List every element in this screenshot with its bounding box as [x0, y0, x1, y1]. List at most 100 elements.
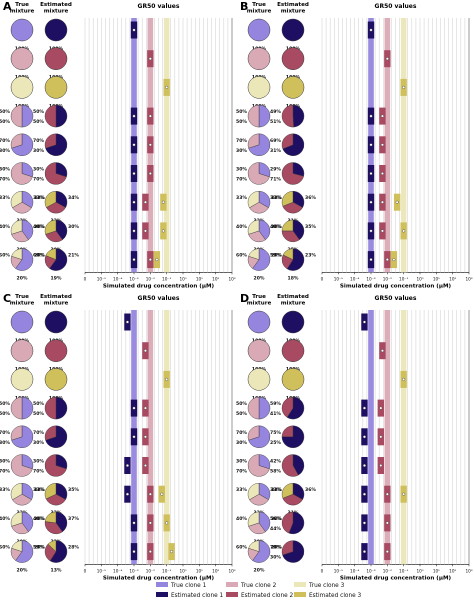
- x-tick-label: 10⁻⁵: [334, 568, 344, 573]
- estimated-mixture-pie: [44, 511, 68, 535]
- pie-label: 20%: [254, 276, 265, 282]
- pie-slice: [248, 133, 271, 156]
- pie-label: 30%: [271, 224, 282, 230]
- pie-slice: [281, 190, 294, 207]
- pie-label: 30%: [270, 555, 281, 561]
- x-tick-label: 10²: [212, 276, 219, 281]
- estimated-mixture-pie: [281, 540, 305, 563]
- estimated-gr50-point: [385, 550, 389, 554]
- estimated-gr50-point: [362, 320, 366, 324]
- estimated-mixture-pie: [281, 47, 305, 70]
- x-tick-label: 10⁻²: [383, 568, 393, 573]
- table-row: 33%33%33%33%36%31%: [236, 190, 401, 224]
- pie-label: 30%: [0, 167, 10, 173]
- pie-slice: [288, 511, 305, 535]
- x-tick-label: 10³: [465, 568, 472, 573]
- pie-slice: [10, 511, 23, 527]
- pie-label: 13%: [51, 568, 62, 574]
- table-row: 60% 20%20%59% 23%18%: [236, 248, 398, 282]
- pie-label: 60%: [0, 545, 10, 551]
- estimated-gr50-point: [143, 406, 147, 410]
- estimated-gr50-point: [380, 114, 384, 118]
- table-row: 50% 50% 49% 51%: [236, 104, 386, 128]
- estimated-gr50-point: [369, 200, 373, 204]
- true-gr50-band-2: [147, 310, 154, 565]
- pie-label: 75%: [270, 430, 281, 436]
- x-tick-label: 0: [84, 276, 87, 281]
- true-mixture-pie: [247, 47, 271, 70]
- table-row: 100%100%: [10, 18, 138, 52]
- table-row: 30% 70% 42% 58%: [236, 454, 384, 477]
- estimated-gr50-point: [369, 258, 373, 262]
- pie-label: 30%: [0, 148, 10, 154]
- estimated-mixture-pie: [44, 454, 68, 477]
- pie-slice: [247, 511, 260, 527]
- estimated-gr50-point: [148, 521, 152, 525]
- pie-slice: [15, 248, 34, 271]
- estimated-gr50-point: [148, 171, 152, 175]
- pie-label: 30%: [0, 440, 10, 446]
- pie-label: 33%: [0, 195, 10, 201]
- x-tick-label: 10⁻²: [146, 568, 156, 573]
- estimated-gr50-point: [143, 435, 147, 439]
- x-tick-label: 10⁻¹: [399, 276, 409, 281]
- pie-label: 70%: [33, 177, 44, 183]
- panel-letter: B: [240, 0, 248, 13]
- true-mixture-pie: [247, 482, 271, 506]
- true-mixture-pie: [247, 18, 271, 42]
- estimated-gr50-point: [380, 171, 384, 175]
- pie-slice: [11, 425, 34, 448]
- pie-label: 28%: [68, 545, 79, 551]
- estimated-gr50-point: [125, 320, 129, 324]
- x-tick-label: 0: [321, 568, 324, 573]
- pie-slice: [292, 190, 305, 208]
- legend-label: True clone 2: [240, 583, 277, 589]
- pie-label: 31%: [270, 148, 281, 154]
- pie-label: 25%: [270, 440, 281, 446]
- true-gr50-band-1: [368, 310, 374, 565]
- x-tick-label: 10⁰: [179, 276, 186, 281]
- pie-slice: [55, 482, 68, 500]
- pie-slice: [55, 511, 68, 533]
- pie-slice: [281, 396, 294, 418]
- estimated-gr50-point: [161, 229, 165, 233]
- pie-label: 50%: [33, 119, 44, 125]
- pie-slice: [44, 310, 68, 334]
- panel-letter: A: [3, 0, 12, 13]
- x-tick-label: 0: [321, 276, 324, 281]
- pie-slice: [281, 104, 294, 128]
- pie-slice: [247, 425, 260, 441]
- x-tick-label: 10⁻⁵: [97, 276, 107, 281]
- pie-slice: [249, 493, 269, 506]
- pie-slice: [247, 219, 260, 235]
- true-mixture-header: True mixture: [247, 2, 272, 15]
- estimated-mixture-pie: [281, 162, 305, 185]
- estimated-gr50-point: [143, 200, 147, 204]
- true-mixture-pie: [10, 133, 34, 156]
- pie-slice: [247, 104, 260, 128]
- pie-label: 30%: [236, 440, 247, 446]
- pie-label: 50%: [0, 119, 10, 125]
- legend: True clone 1 True clone 2 True clone 3 Esti…: [156, 582, 362, 599]
- pie-slice: [248, 540, 260, 552]
- pie-slice: [55, 396, 68, 420]
- x-axis-label: Simulated drug concentration (μM): [103, 283, 215, 289]
- pie-label: 30%: [0, 459, 10, 465]
- pie-slice: [10, 219, 23, 235]
- true-mixture-pie: [10, 339, 34, 362]
- legend-swatch: [294, 592, 306, 597]
- pie-slice: [10, 18, 34, 42]
- estimated-mixture-pie: [44, 425, 68, 448]
- pie-slice: [44, 368, 68, 391]
- gr50-title: GR50 values: [138, 295, 180, 302]
- table-row: 50% 50% 50% 50%: [0, 104, 154, 128]
- pie-label: 36%: [305, 195, 316, 201]
- pie-label: 70%: [236, 138, 247, 144]
- pie-slice: [44, 76, 68, 99]
- estimated-gr50-point: [132, 406, 136, 410]
- pie-slice: [44, 425, 57, 441]
- pie-slice: [281, 425, 305, 448]
- estimated-mixture-pie: [44, 104, 68, 128]
- estimated-mixture-pie: [44, 76, 68, 99]
- pie-label: 50%: [0, 109, 10, 115]
